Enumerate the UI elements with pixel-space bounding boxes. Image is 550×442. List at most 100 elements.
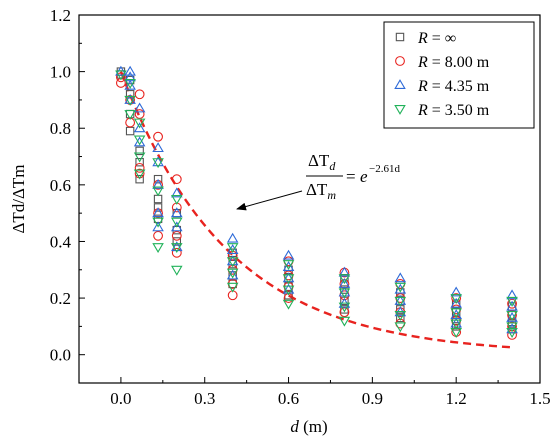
- y-tick-label: 0.8: [50, 119, 71, 138]
- data-points-layer: [115, 65, 518, 340]
- data-point-triangle-down: [282, 299, 295, 310]
- data-point-square: [153, 203, 163, 212]
- data-point-triangle-down: [338, 316, 351, 327]
- legend-marker-triangle-down: [394, 105, 406, 115]
- equation-exponent: −2.61d: [369, 163, 400, 175]
- data-point-triangle-down: [450, 328, 462, 338]
- x-tick-label: 0.0: [110, 389, 131, 408]
- data-point-triangle-up: [226, 255, 239, 266]
- x-tick-label: 1.5: [529, 389, 550, 408]
- data-point-triangle-up: [450, 286, 462, 297]
- data-point-triangle-up: [394, 294, 407, 305]
- data-point-triangle-down: [171, 217, 183, 228]
- data-point-square: [172, 237, 182, 246]
- legend-label: R = 3.50 m: [417, 102, 490, 119]
- data-point-circle: [134, 109, 145, 119]
- y-tick-label: 0.0: [50, 346, 71, 365]
- data-point-square: [125, 75, 135, 85]
- data-point-triangle-up: [124, 94, 136, 104]
- data-point-triangle-down: [282, 274, 295, 285]
- data-point-circle: [115, 72, 126, 83]
- data-point-triangle-down: [171, 195, 183, 205]
- equation-base: e: [360, 167, 368, 186]
- data-point-triangle-down: [124, 110, 136, 120]
- data-point-triangle-down: [171, 243, 183, 254]
- data-point-triangle-up: [133, 136, 146, 147]
- data-point-square: [153, 174, 163, 184]
- data-point-triangle-down: [115, 70, 127, 81]
- data-point-circle: [507, 298, 517, 309]
- data-point-triangle-down: [506, 322, 518, 333]
- data-point-triangle-down: [226, 282, 239, 293]
- data-point-triangle-down: [506, 328, 518, 338]
- data-point-triangle-down: [450, 308, 462, 319]
- x-axis-ticks: 0.0 0.3 0.6 0.9 1.2 1.5: [110, 377, 550, 408]
- data-point-square: [228, 279, 237, 289]
- legend-label: R = 4.35 m: [417, 78, 490, 95]
- data-point-square: [135, 157, 144, 167]
- y-tick-label: 1.0: [50, 63, 71, 82]
- data-point-triangle-down: [450, 294, 462, 304]
- data-point-triangle-up: [506, 300, 518, 311]
- x-tick-label: 0.9: [362, 389, 383, 408]
- y-axis-ticks: 0.0 0.2 0.4 0.6 0.8 1.0 1.2: [50, 6, 85, 365]
- legend-marker-square: [395, 32, 405, 42]
- data-point-circle: [171, 174, 182, 185]
- data-point-circle: [171, 247, 182, 258]
- x-axis-title: d (m): [290, 417, 327, 436]
- equation-denominator: ΔTm: [306, 180, 336, 202]
- data-point-circle: [134, 162, 145, 173]
- data-point-circle: [134, 89, 145, 100]
- data-point-square: [135, 174, 144, 184]
- data-point-square: [125, 126, 135, 136]
- data-point-triangle-down: [394, 311, 407, 321]
- data-point-triangle-up: [152, 221, 164, 232]
- data-point-triangle-down: [394, 296, 407, 307]
- data-point-triangle-down: [124, 78, 136, 89]
- data-point-triangle-down: [133, 152, 146, 163]
- plot-frame: [78, 14, 541, 384]
- data-point-triangle-up: [171, 187, 183, 198]
- data-point-circle: [153, 131, 163, 142]
- data-point-triangle-up: [282, 272, 295, 283]
- data-point-triangle-up: [338, 266, 351, 277]
- data-point-triangle-up: [124, 65, 136, 76]
- legend-label: R = 8.00 m: [417, 54, 490, 71]
- data-point-triangle-down: [152, 243, 164, 254]
- data-point-square: [340, 285, 349, 294]
- data-point-triangle-up: [338, 286, 351, 297]
- data-point-square: [396, 313, 405, 323]
- data-point-triangle-up: [282, 261, 295, 271]
- data-point-triangle-down: [282, 285, 295, 296]
- equation-equals: =: [346, 167, 356, 186]
- data-point-triangle-up: [152, 207, 164, 218]
- y-axis-title: ΔTd/ΔTm: [9, 164, 28, 233]
- data-point-triangle-down: [152, 217, 164, 228]
- data-point-triangle-up: [450, 317, 462, 328]
- legend: R = ∞ R = 8.00 m R = 4.35 m R = 3.50 m: [383, 21, 535, 129]
- data-point-triangle-down: [133, 118, 146, 129]
- data-point-triangle-up: [394, 283, 407, 294]
- y-tick-label: 0.2: [50, 289, 71, 308]
- data-point-triangle-up: [282, 283, 295, 294]
- x-tick-label: 1.2: [446, 389, 467, 408]
- data-point-circle: [153, 230, 163, 241]
- data-point-triangle-up: [226, 269, 239, 280]
- data-point-triangle-down: [152, 186, 164, 197]
- data-point-triangle-down: [450, 319, 462, 330]
- data-point-triangle-down: [133, 135, 146, 146]
- data-point-triangle-up: [171, 241, 183, 252]
- y-tick-label: 0.6: [50, 176, 71, 195]
- data-point-triangle-down: [133, 169, 146, 180]
- data-point-circle: [171, 230, 182, 241]
- data-point-triangle-down: [394, 322, 407, 333]
- data-point-triangle-up: [152, 142, 164, 153]
- data-point-triangle-up: [394, 272, 407, 283]
- data-point-triangle-up: [133, 122, 146, 133]
- data-point-triangle-up: [152, 178, 164, 189]
- data-point-triangle-down: [226, 257, 239, 268]
- data-point-triangle-up: [124, 79, 136, 90]
- data-point-triangle-down: [226, 243, 239, 254]
- legend-marker-circle: [395, 56, 405, 66]
